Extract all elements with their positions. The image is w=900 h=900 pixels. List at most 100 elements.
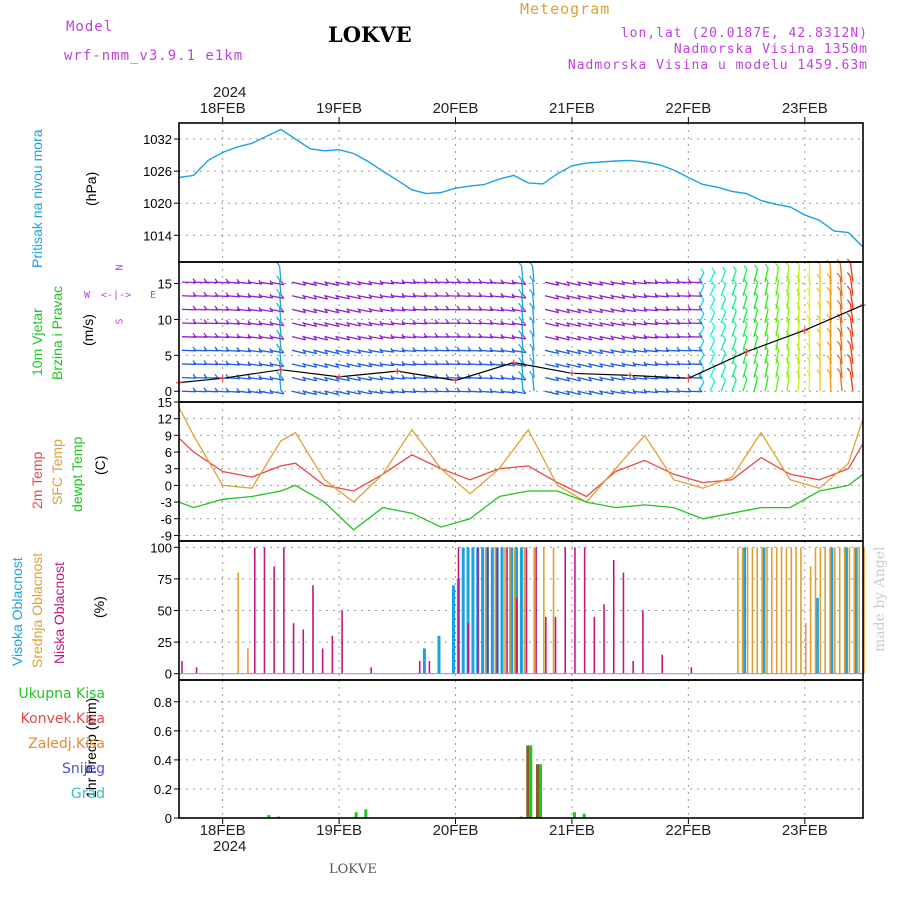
wind-barb — [698, 354, 705, 365]
wind-barb — [401, 363, 417, 366]
wind-barb — [236, 295, 251, 298]
wind-barb — [643, 308, 658, 312]
wind-barb — [531, 266, 535, 283]
wind-barb — [225, 308, 241, 312]
wind-barb — [247, 295, 262, 299]
wind-barb — [786, 361, 790, 378]
y-tick-label: -3 — [160, 495, 172, 510]
legend-convective: Konvek.Kisa — [20, 711, 105, 727]
wind-barb — [247, 349, 262, 353]
wind-barb — [401, 376, 417, 380]
wind-barb-flag — [732, 293, 737, 298]
wind-barb — [786, 375, 790, 392]
wind-barb — [500, 295, 515, 299]
y-tick-label: 1020 — [143, 196, 172, 211]
wind-barb-flag — [732, 347, 737, 353]
wind-barb — [643, 376, 658, 380]
wind-barb — [390, 281, 405, 285]
wind-barb — [555, 336, 570, 341]
wind-barb — [654, 281, 670, 284]
wind-barb — [764, 267, 769, 283]
wind-barb — [698, 313, 705, 324]
y-tick-label: 100 — [150, 540, 172, 555]
wind-barb — [621, 281, 636, 285]
wind-barb — [379, 322, 394, 326]
wind-barb — [588, 349, 603, 355]
wind-barb — [500, 390, 515, 394]
wind-barb — [753, 336, 759, 351]
wind-barb — [742, 310, 748, 324]
wind-barb — [520, 347, 524, 365]
wind-barb — [379, 281, 394, 285]
wind-barb — [489, 322, 504, 326]
wind-barb — [313, 295, 328, 300]
wind-barb — [764, 322, 769, 337]
wind-barb — [520, 307, 524, 324]
wind-barb — [291, 322, 306, 327]
wind-barb — [302, 322, 317, 327]
wind-barb-flag — [836, 354, 841, 360]
wind-barb — [775, 335, 780, 351]
wind-barb — [786, 321, 790, 337]
wind-barb — [599, 349, 614, 354]
wind-barb-flag — [785, 262, 790, 267]
wind-barb — [742, 364, 748, 378]
wind-barb — [566, 281, 581, 287]
wind-barb — [555, 390, 570, 396]
wind-barb — [278, 293, 282, 310]
wind-barb — [401, 281, 417, 284]
wind-barb-flag — [722, 348, 727, 354]
wind-barb — [531, 375, 535, 392]
wind-barb — [786, 334, 790, 351]
wind-barb — [599, 336, 614, 341]
wind-barb-flag — [529, 289, 534, 294]
wind-barb — [324, 308, 339, 314]
wind-barb-flag — [846, 353, 851, 359]
wind-barb — [577, 376, 592, 382]
wind-barb-flag — [732, 265, 737, 271]
wind-barb — [357, 281, 372, 286]
wind-barb-flag — [743, 265, 748, 270]
wind-barb — [588, 281, 603, 286]
wind-barb — [775, 321, 780, 337]
wind-barb — [335, 390, 350, 396]
wind-barb — [313, 322, 328, 328]
wind-gust-marker — [510, 359, 517, 366]
panel-frame — [178, 679, 864, 819]
wind-barb — [797, 320, 801, 337]
wind-barb — [247, 363, 262, 367]
wind-barb — [610, 336, 625, 340]
wind-barb — [797, 265, 801, 283]
wind-barb — [731, 283, 737, 296]
wind-barb-flag — [846, 272, 851, 277]
y-tick-label: -9 — [160, 528, 172, 543]
wind-barb-flag — [529, 370, 534, 376]
wind-barb — [742, 283, 748, 296]
wind-barb-flag — [518, 370, 523, 376]
wind-barb — [302, 336, 317, 341]
wind-barb — [797, 293, 801, 310]
wind-barb-flag — [826, 341, 831, 347]
wind-barb — [291, 349, 306, 355]
wind-barb — [291, 336, 306, 341]
wind-barb-flag — [743, 278, 748, 284]
wind-barb-flag — [529, 275, 534, 281]
wind-barb — [786, 348, 790, 365]
wind-barb-flag — [743, 319, 748, 325]
wind-barb — [324, 281, 339, 287]
wind-barb-flag — [732, 279, 737, 285]
y-tick-label: 0 — [165, 811, 172, 826]
wind-barb — [346, 281, 361, 286]
wind-barb-flag — [711, 308, 716, 314]
legend-total: Ukupna Kisa — [18, 686, 105, 702]
wind-barb — [654, 390, 670, 393]
wind-barb — [269, 308, 284, 313]
total-rain-bar — [364, 809, 368, 818]
wind-barb — [775, 362, 780, 378]
wind-barb — [709, 339, 716, 351]
wind-barb — [621, 390, 636, 395]
wind-barb — [577, 308, 592, 314]
wind-barb — [511, 308, 526, 313]
bottom-day-label: 21FEB — [548, 822, 595, 839]
wind-barb — [236, 390, 251, 394]
